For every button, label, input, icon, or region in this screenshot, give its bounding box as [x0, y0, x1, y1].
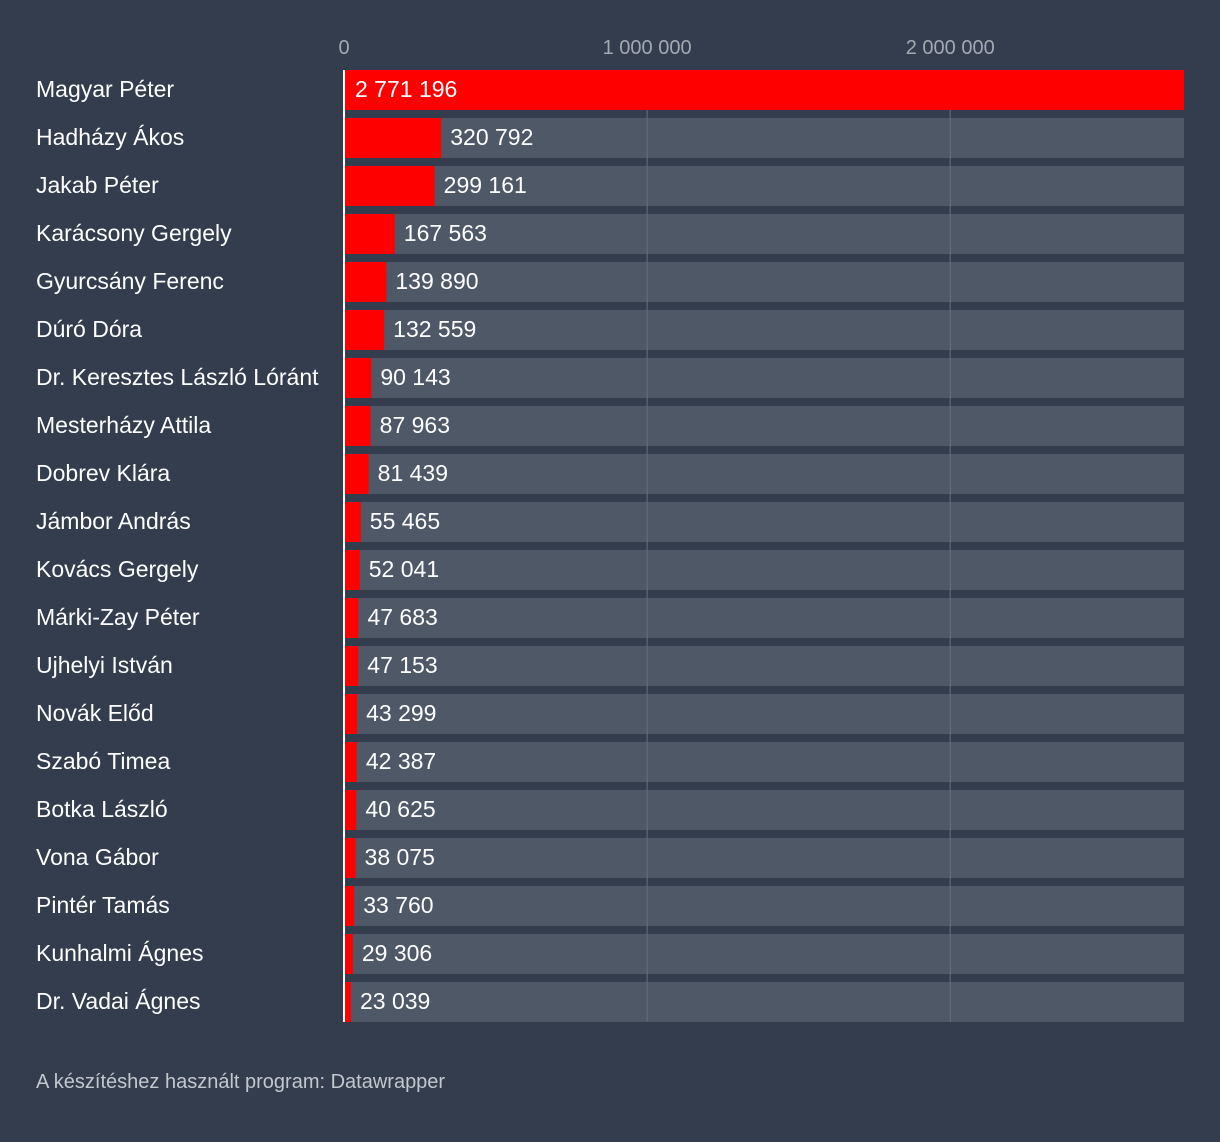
bar-track	[344, 838, 1184, 878]
bar-track	[344, 982, 1184, 1022]
bar-track	[344, 934, 1184, 974]
bar-track	[344, 502, 1184, 542]
bar-track	[344, 694, 1184, 734]
bar	[344, 694, 358, 734]
bar	[344, 646, 359, 686]
x-tick-label: 1 000 000	[603, 37, 692, 59]
bar	[344, 118, 442, 158]
category-label: Jakab Péter	[36, 172, 159, 198]
value-label: 81 439	[378, 460, 448, 486]
category-label: Kovács Gergely	[36, 556, 199, 582]
bar	[344, 214, 395, 254]
bar-track	[344, 454, 1184, 494]
category-label: Kunhalmi Ágnes	[36, 940, 204, 966]
bar-track	[344, 598, 1184, 638]
bar-track	[344, 790, 1184, 830]
value-label: 90 143	[380, 364, 450, 390]
bar	[344, 982, 351, 1022]
value-label: 33 760	[363, 892, 433, 918]
x-tick-label: 0	[338, 37, 349, 59]
bar	[344, 598, 359, 638]
bar-track	[344, 214, 1184, 254]
value-label: 43 299	[366, 700, 436, 726]
value-label: 2 771 196	[355, 76, 457, 102]
category-labels: Magyar Péter Hadházy Ákos Jakab Péter Karác…	[36, 76, 319, 1014]
category-label: Pintér Tamás	[36, 892, 170, 918]
category-label: Mesterházy Attila	[36, 412, 211, 438]
x-tick-labels: 0 1 000 000 2 000 000	[338, 37, 994, 59]
value-label: 40 625	[365, 796, 435, 822]
value-label: 299 161	[444, 172, 527, 198]
category-label: Jámbor András	[36, 508, 191, 534]
x-gridlines	[646, 70, 951, 1022]
category-label: Magyar Péter	[36, 76, 174, 102]
category-label: Gyurcsány Ferenc	[36, 268, 224, 294]
bar-tracks	[344, 70, 1184, 1022]
value-label: 47 683	[367, 604, 437, 630]
value-label: 42 387	[366, 748, 436, 774]
bar-track	[344, 406, 1184, 446]
bar	[344, 454, 369, 494]
bars	[344, 70, 1184, 1022]
bar-track	[344, 550, 1184, 590]
value-label: 38 075	[365, 844, 435, 870]
bar	[344, 550, 360, 590]
bar	[344, 742, 357, 782]
bar	[344, 406, 371, 446]
category-label: Botka László	[36, 796, 168, 822]
bar-track	[344, 358, 1184, 398]
bar-track	[344, 742, 1184, 782]
value-label: 320 792	[450, 124, 533, 150]
bar	[344, 502, 361, 542]
category-label: Hadházy Ákos	[36, 124, 184, 150]
bar-track	[344, 262, 1184, 302]
bar-track	[344, 646, 1184, 686]
category-label: Karácsony Gergely	[36, 220, 232, 246]
value-label: 23 039	[360, 988, 430, 1014]
value-label: 29 306	[362, 940, 432, 966]
bar	[344, 262, 387, 302]
category-label: Vona Gábor	[36, 844, 159, 870]
category-label: Dobrev Klára	[36, 460, 170, 486]
value-label: 87 963	[380, 412, 450, 438]
bar	[344, 838, 356, 878]
bar	[344, 70, 1184, 110]
bar-track	[344, 310, 1184, 350]
category-label: Dr. Keresztes László Lóránt	[36, 364, 319, 390]
bar	[344, 166, 435, 206]
x-tick-label: 2 000 000	[906, 37, 995, 59]
category-label: Márki-Zay Péter	[36, 604, 200, 630]
value-label: 55 465	[370, 508, 440, 534]
category-label: Novák Előd	[36, 700, 154, 726]
footer-credit: A készítéshez használt program: Datawrap…	[36, 1071, 446, 1093]
bar	[344, 358, 372, 398]
value-label: 167 563	[404, 220, 487, 246]
bar	[344, 790, 357, 830]
bar-chart: 0 1 000 000 2 000 000 Magyar Péter Hadházy Á…	[36, 37, 1184, 1022]
value-label: 47 153	[367, 652, 437, 678]
value-label: 132 559	[393, 316, 476, 342]
bar	[344, 886, 355, 926]
bar-track	[344, 166, 1184, 206]
category-label: Ujhelyi István	[36, 652, 173, 678]
bar-track	[344, 118, 1184, 158]
category-label: Dúró Dóra	[36, 316, 142, 342]
bar	[344, 310, 385, 350]
bar	[344, 934, 353, 974]
bar-track	[344, 886, 1184, 926]
category-label: Dr. Vadai Ágnes	[36, 988, 201, 1014]
category-label: Szabó Timea	[36, 748, 170, 774]
value-labels: 2 771 196 320 792 299 161 167 563 139 890 132…	[355, 76, 533, 1014]
value-label: 52 041	[369, 556, 439, 582]
value-label: 139 890	[395, 268, 478, 294]
